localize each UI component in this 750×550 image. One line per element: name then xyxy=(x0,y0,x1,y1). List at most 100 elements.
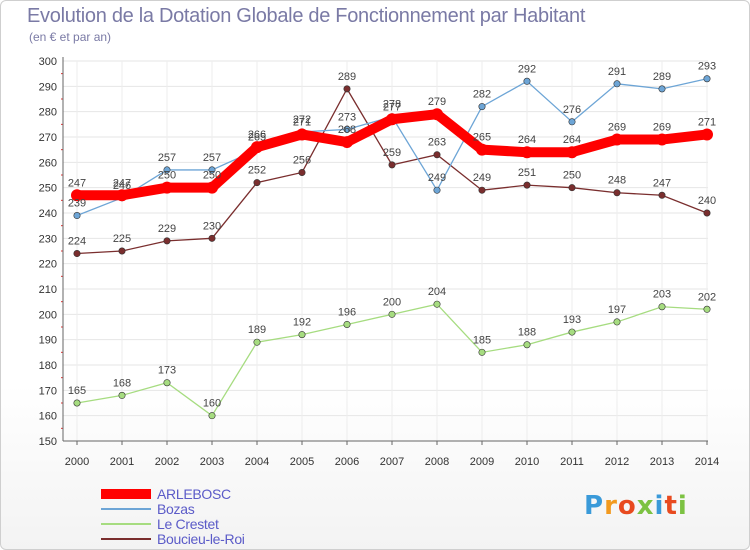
data-label: 239 xyxy=(68,198,86,210)
legend-swatch xyxy=(101,538,151,540)
data-label: 265 xyxy=(248,132,266,144)
data-label: 266 xyxy=(248,129,266,141)
y-tick-label: 230 xyxy=(39,233,57,245)
data-label: 256 xyxy=(293,154,311,166)
data-point xyxy=(208,412,216,420)
data-point xyxy=(476,143,488,156)
data-label: 271 xyxy=(698,116,716,128)
data-point xyxy=(163,237,171,245)
data-point xyxy=(658,191,666,199)
data-point xyxy=(658,85,666,93)
data-label: 252 xyxy=(248,165,266,177)
x-tick-label: 2004 xyxy=(245,456,269,468)
data-point xyxy=(73,250,81,258)
x-tick-label: 2005 xyxy=(290,456,314,468)
data-point xyxy=(251,141,263,154)
legend-label: Bozas xyxy=(157,501,195,517)
data-point xyxy=(253,179,261,187)
data-point xyxy=(478,186,486,194)
data-label: 160 xyxy=(203,398,221,410)
data-label: 278 xyxy=(383,99,401,111)
data-label: 230 xyxy=(203,220,221,232)
data-label: 165 xyxy=(68,385,86,397)
series-boucieu-le-roi xyxy=(73,85,711,258)
data-point xyxy=(343,125,351,133)
data-label: 273 xyxy=(338,111,356,123)
data-point xyxy=(208,166,216,174)
y-tick-label: 280 xyxy=(39,107,57,119)
x-tick-label: 2007 xyxy=(380,456,404,468)
data-point xyxy=(703,209,711,217)
data-point xyxy=(568,118,576,126)
data-label: 272 xyxy=(293,114,311,126)
y-tick-label: 290 xyxy=(39,81,57,93)
data-label: 196 xyxy=(338,306,356,318)
data-label: 229 xyxy=(158,223,176,235)
y-tick-label: 160 xyxy=(39,411,57,423)
legend-swatch xyxy=(101,508,151,510)
x-tick-label: 2001 xyxy=(110,456,134,468)
data-label: 289 xyxy=(338,71,356,83)
data-point xyxy=(208,234,216,242)
legend-label: Boucieu-le-Roi xyxy=(157,531,245,547)
data-label: 251 xyxy=(518,167,536,179)
data-label: 264 xyxy=(518,134,536,146)
data-point xyxy=(298,331,306,339)
data-label: 173 xyxy=(158,365,176,377)
logo-letter: o xyxy=(617,491,637,521)
data-label: 269 xyxy=(608,122,626,134)
data-label: 259 xyxy=(383,147,401,159)
data-point xyxy=(118,391,126,399)
data-label: 292 xyxy=(518,63,536,75)
data-label: 276 xyxy=(563,104,581,116)
y-tick-label: 240 xyxy=(39,208,57,220)
data-point xyxy=(658,303,666,311)
data-point xyxy=(611,133,623,146)
y-tick-label: 300 xyxy=(39,56,57,68)
y-tick-label: 270 xyxy=(39,132,57,144)
data-point xyxy=(253,338,261,346)
legend-swatch xyxy=(101,523,151,525)
logo-letter: P xyxy=(584,491,605,521)
data-point xyxy=(701,128,713,141)
chart-subtitle: (en € et par an) xyxy=(29,30,112,44)
data-point xyxy=(206,181,218,194)
data-label: 225 xyxy=(113,233,131,245)
data-label: 250 xyxy=(563,170,581,182)
data-point xyxy=(656,133,668,146)
data-label: 250 xyxy=(203,170,221,182)
data-point xyxy=(386,113,398,126)
data-label: 203 xyxy=(653,289,671,301)
data-point xyxy=(298,168,306,176)
y-tick-label: 210 xyxy=(39,284,57,296)
x-tick-label: 2003 xyxy=(200,456,224,468)
y-tick-label: 170 xyxy=(39,385,57,397)
data-point xyxy=(568,328,576,336)
data-point xyxy=(568,184,576,192)
data-point xyxy=(478,348,486,356)
data-label: 268 xyxy=(338,124,356,136)
data-point xyxy=(566,146,578,159)
x-tick-label: 2002 xyxy=(155,456,179,468)
chart-title: Evolution de la Dotation Globale de Fonc… xyxy=(27,5,586,27)
x-tick-label: 2012 xyxy=(605,456,629,468)
legend-swatch xyxy=(101,489,151,499)
legend-label: ARLEBOSC xyxy=(157,486,231,502)
x-tick-label: 2014 xyxy=(695,456,719,468)
data-label: 202 xyxy=(698,291,716,303)
data-point xyxy=(703,75,711,83)
data-label: 249 xyxy=(473,172,491,184)
data-point xyxy=(296,128,308,141)
data-label: 264 xyxy=(563,134,581,146)
data-label: 257 xyxy=(158,152,176,164)
data-label: 249 xyxy=(428,172,446,184)
data-point xyxy=(71,189,83,202)
y-tick-label: 190 xyxy=(39,335,57,347)
y-tick-label: 250 xyxy=(39,183,57,195)
proxiti-logo: Proxiti xyxy=(584,491,688,521)
data-label: 269 xyxy=(653,122,671,134)
y-tick-label: 200 xyxy=(39,309,57,321)
x-tick-label: 2010 xyxy=(515,456,539,468)
